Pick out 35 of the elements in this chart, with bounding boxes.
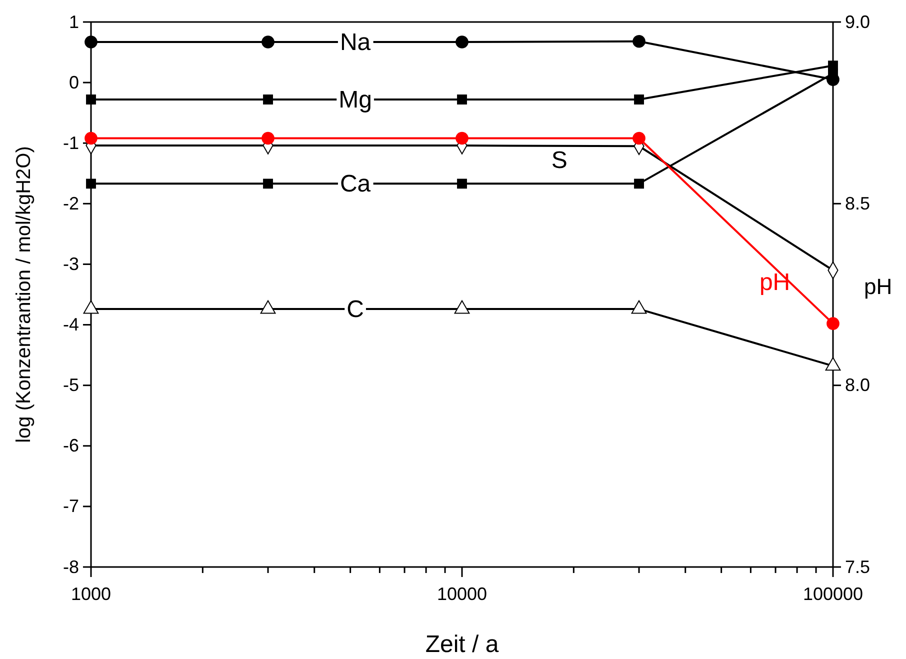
y-tick-label: -1 [62, 132, 79, 153]
y-tick-label: -5 [62, 375, 79, 396]
series-label: Mg [338, 86, 372, 114]
point [456, 36, 468, 48]
x-axis-title: Zeit / a [425, 631, 500, 658]
series-label: C [346, 296, 364, 324]
y-tick-label: -2 [62, 193, 79, 214]
point [84, 36, 98, 48]
point [86, 178, 96, 189]
point [825, 357, 841, 371]
series-label: S [551, 146, 568, 174]
y-tick-label: -7 [62, 496, 79, 516]
point [454, 300, 470, 314]
y2-tick-label: 8.5 [845, 193, 870, 214]
x-tick-label: 1000 [70, 584, 112, 604]
y2-tick-label: 9.0 [845, 12, 870, 32]
point [457, 178, 467, 189]
y-tick-label: -4 [62, 314, 79, 335]
y2-tick-label: 7.5 [845, 556, 870, 577]
x-tick-label: 10000 [436, 584, 488, 604]
y-tick-label: 0 [68, 72, 79, 92]
point [457, 94, 467, 104]
point [86, 94, 96, 104]
x-tick-label: 100000 [802, 584, 864, 604]
y-tick-label: -8 [62, 556, 79, 577]
y-tick-label: 1 [68, 12, 79, 32]
y-axis-title: log (Konzentrantion / mol/kgH2O) [13, 146, 35, 443]
y2-tick-label: 8.0 [845, 375, 870, 396]
series-label: pH [759, 268, 790, 296]
y-tick-label: -3 [62, 254, 79, 274]
series-label: Na [340, 28, 372, 56]
y-tick-label: -6 [62, 436, 79, 456]
series-label: Ca [340, 170, 372, 198]
point [83, 300, 99, 314]
y2-axis-title: pH [864, 274, 892, 299]
